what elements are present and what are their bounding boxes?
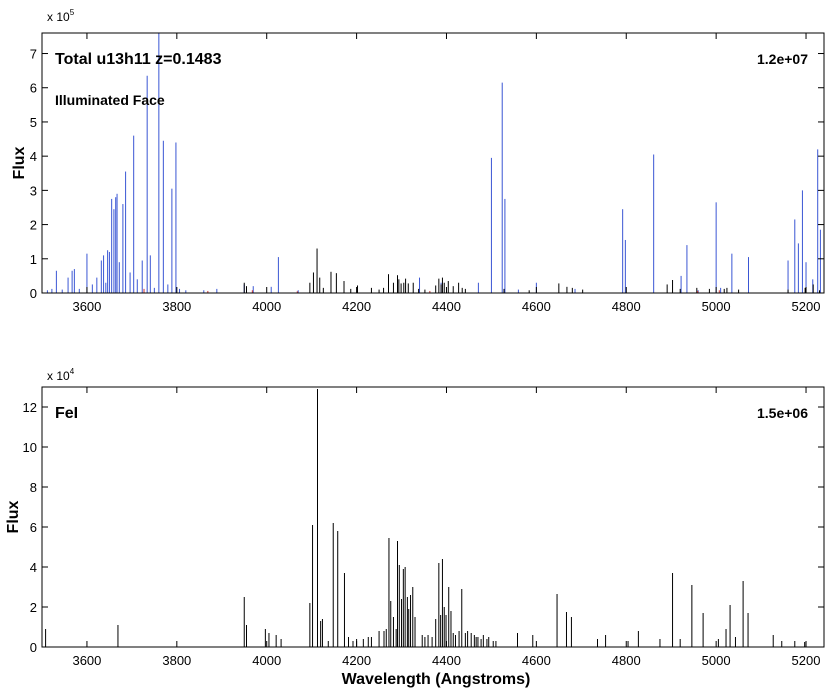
top-x-tick-label: 4800 bbox=[612, 299, 641, 314]
top-x-tick-label: 4400 bbox=[432, 299, 461, 314]
top-x-tick-label: 3800 bbox=[162, 299, 191, 314]
bottom-x-tick-label: 4600 bbox=[522, 653, 551, 668]
bottom-y-tick-label: 2 bbox=[30, 600, 37, 615]
bottom-x-tick-label: 5200 bbox=[792, 653, 821, 668]
top-y-tick-label: 1 bbox=[30, 252, 37, 267]
top-panel: x 105 3600 3800 4000 4200 4400 4600 4800 5000 52… bbox=[11, 8, 825, 314]
bottom-title: FeI bbox=[55, 405, 78, 422]
top-y-tick-label: 6 bbox=[30, 81, 37, 96]
bottom-emission-lines bbox=[45, 389, 806, 647]
bottom-axis-ticks: 3600 3800 4000 4200 4400 4600 4800 5000 5200 0 2 4 6… bbox=[23, 387, 824, 668]
x-axis-label: Wavelength (Angstroms) bbox=[342, 671, 531, 688]
top-x-tick-label: 5200 bbox=[792, 299, 821, 314]
top-x-tick-label: 4200 bbox=[342, 299, 371, 314]
top-y-tick-label: 7 bbox=[30, 47, 37, 62]
top-y-multiplier: x 105 bbox=[47, 8, 75, 24]
bottom-total-flux-label: 1.5e+06 bbox=[757, 405, 808, 421]
bottom-plot-frame bbox=[41, 386, 825, 648]
bottom-x-tick-label: 3600 bbox=[72, 653, 101, 668]
bottom-y-axis-label: Flux bbox=[5, 500, 22, 533]
bottom-y-tick-label: 6 bbox=[30, 520, 37, 535]
top-y-tick-label: 5 bbox=[30, 115, 37, 130]
bottom-y-tick-label: 8 bbox=[30, 480, 37, 495]
top-title: Total u13h11 z=0.1483 bbox=[55, 51, 222, 68]
top-y-tick-label: 3 bbox=[30, 183, 37, 198]
bottom-x-tick-label: 4800 bbox=[612, 653, 641, 668]
bottom-y-tick-label: 12 bbox=[23, 400, 37, 415]
top-y-tick-label: 4 bbox=[30, 149, 37, 164]
top-x-tick-label: 5000 bbox=[702, 299, 731, 314]
bottom-x-tick-label: 5000 bbox=[702, 653, 731, 668]
top-x-tick-label: 4600 bbox=[522, 299, 551, 314]
bottom-x-tick-label: 4400 bbox=[432, 653, 461, 668]
bottom-y-tick-label: 10 bbox=[23, 440, 37, 455]
top-y-tick-label: 2 bbox=[30, 218, 37, 233]
top-emission-lines bbox=[46, 33, 821, 293]
bottom-y-tick-label: 4 bbox=[30, 560, 37, 575]
top-x-tick-label: 3600 bbox=[72, 299, 101, 314]
top-subtitle: Illuminated Face bbox=[55, 92, 165, 108]
bottom-x-tick-label: 3800 bbox=[162, 653, 191, 668]
bottom-x-tick-label: 4000 bbox=[252, 653, 281, 668]
top-y-axis-label: Flux bbox=[11, 146, 28, 179]
bottom-y-tick-label: 0 bbox=[30, 640, 37, 655]
top-y-tick-label: 0 bbox=[30, 286, 37, 301]
bottom-panel: x 104 3600 3800 4000 4200 4400 4600 4800 5000 52… bbox=[5, 367, 825, 688]
top-x-tick-label: 4000 bbox=[252, 299, 281, 314]
bottom-y-multiplier: x 104 bbox=[47, 367, 75, 383]
top-axis-ticks: 3600 3800 4000 4200 4400 4600 4800 5000 5200 0 1 2 3… bbox=[30, 33, 824, 314]
top-plot-frame bbox=[41, 32, 825, 294]
top-total-flux-label: 1.2e+07 bbox=[757, 51, 808, 67]
bottom-x-tick-label: 4200 bbox=[342, 653, 371, 668]
